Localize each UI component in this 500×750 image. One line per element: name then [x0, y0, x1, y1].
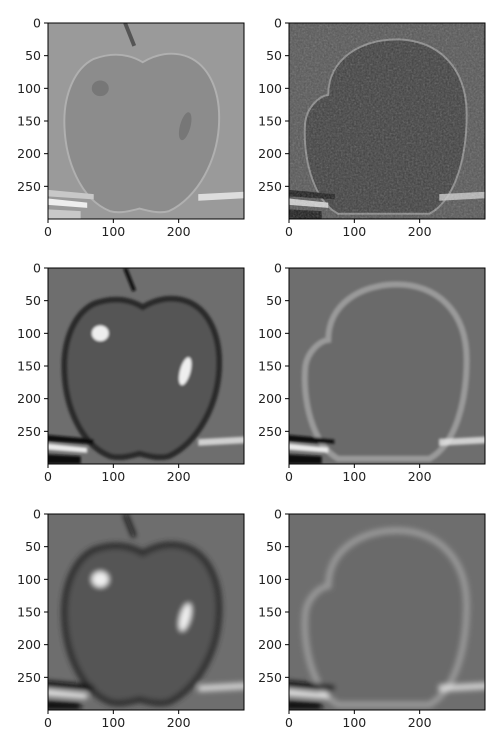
- y-tick-label: 200: [17, 637, 41, 652]
- y-tick-label: 0: [33, 507, 41, 522]
- y-tick-label: 0: [274, 507, 282, 522]
- y-tick-label: 150: [258, 114, 282, 129]
- x-tick-label: 0: [285, 715, 293, 730]
- y-tick-label: 250: [258, 179, 282, 194]
- x-tick-label: 200: [167, 469, 191, 484]
- y-tick-label: 0: [274, 16, 282, 31]
- x-tick-label: 0: [44, 224, 52, 239]
- x-tick-label: 100: [342, 224, 366, 239]
- y-tick-label: 150: [258, 605, 282, 620]
- image-panel-3: 0 100 200 0 50 100 150 200 250: [17, 261, 245, 484]
- y-tick-label: 200: [17, 391, 41, 406]
- x-tick-label: 200: [408, 224, 432, 239]
- y-tick-label: 150: [17, 359, 41, 374]
- y-tick-label: 50: [266, 539, 282, 554]
- y-tick-label: 100: [258, 572, 282, 587]
- image-panel-5: 0 100 200 0 50 100 150 200 250: [17, 507, 245, 730]
- y-tick-label: 150: [17, 114, 41, 129]
- x-tick-label: 0: [44, 715, 52, 730]
- y-tick-label: 250: [17, 670, 41, 685]
- y-tick-label: 100: [258, 81, 282, 96]
- y-tick-label: 250: [17, 179, 41, 194]
- y-tick-label: 50: [25, 293, 41, 308]
- x-tick-label: 100: [101, 469, 125, 484]
- y-tick-label: 100: [258, 326, 282, 341]
- x-tick-label: 200: [408, 715, 432, 730]
- x-tick-label: 0: [44, 469, 52, 484]
- y-tick-label: 100: [17, 326, 41, 341]
- y-tick-label: 0: [274, 261, 282, 276]
- y-tick-label: 200: [17, 146, 41, 161]
- image-content: [48, 23, 244, 219]
- x-tick-label: 200: [408, 469, 432, 484]
- x-tick-label: 100: [342, 715, 366, 730]
- y-tick-label: 50: [25, 48, 41, 63]
- image-content: [289, 268, 485, 464]
- y-tick-label: 150: [17, 605, 41, 620]
- x-tick-label: 0: [285, 469, 293, 484]
- y-tick-label: 200: [258, 391, 282, 406]
- image-content: [48, 514, 244, 710]
- y-tick-label: 200: [258, 637, 282, 652]
- y-tick-label: 0: [33, 16, 41, 31]
- y-tick-label: 50: [266, 293, 282, 308]
- image-panel-4: 0 100 200 0 50 100 150 200 250: [258, 261, 486, 484]
- image-panel-1: 0 100 200 0 50 100 150 200 250: [17, 16, 245, 239]
- x-tick-label: 100: [342, 469, 366, 484]
- x-tick-label: 100: [101, 715, 125, 730]
- y-tick-label: 150: [258, 359, 282, 374]
- image-panel-6: 0 100 200 0 50 100 150 200 250: [258, 507, 486, 730]
- y-tick-label: 100: [17, 572, 41, 587]
- y-tick-label: 0: [33, 261, 41, 276]
- y-tick-label: 200: [258, 146, 282, 161]
- x-tick-label: 100: [101, 224, 125, 239]
- x-tick-label: 200: [167, 224, 191, 239]
- x-tick-label: 200: [167, 715, 191, 730]
- y-tick-label: 250: [258, 424, 282, 439]
- x-tick-label: 0: [285, 224, 293, 239]
- image-content: [289, 514, 485, 710]
- image-content: [48, 268, 244, 464]
- y-tick-label: 250: [258, 670, 282, 685]
- image-panel-2: 0 100 200 0 50 100 150 200 250: [258, 16, 486, 239]
- image-content: [289, 23, 485, 219]
- y-tick-label: 100: [17, 81, 41, 96]
- y-tick-label: 250: [17, 424, 41, 439]
- y-tick-label: 50: [25, 539, 41, 554]
- y-tick-label: 50: [266, 48, 282, 63]
